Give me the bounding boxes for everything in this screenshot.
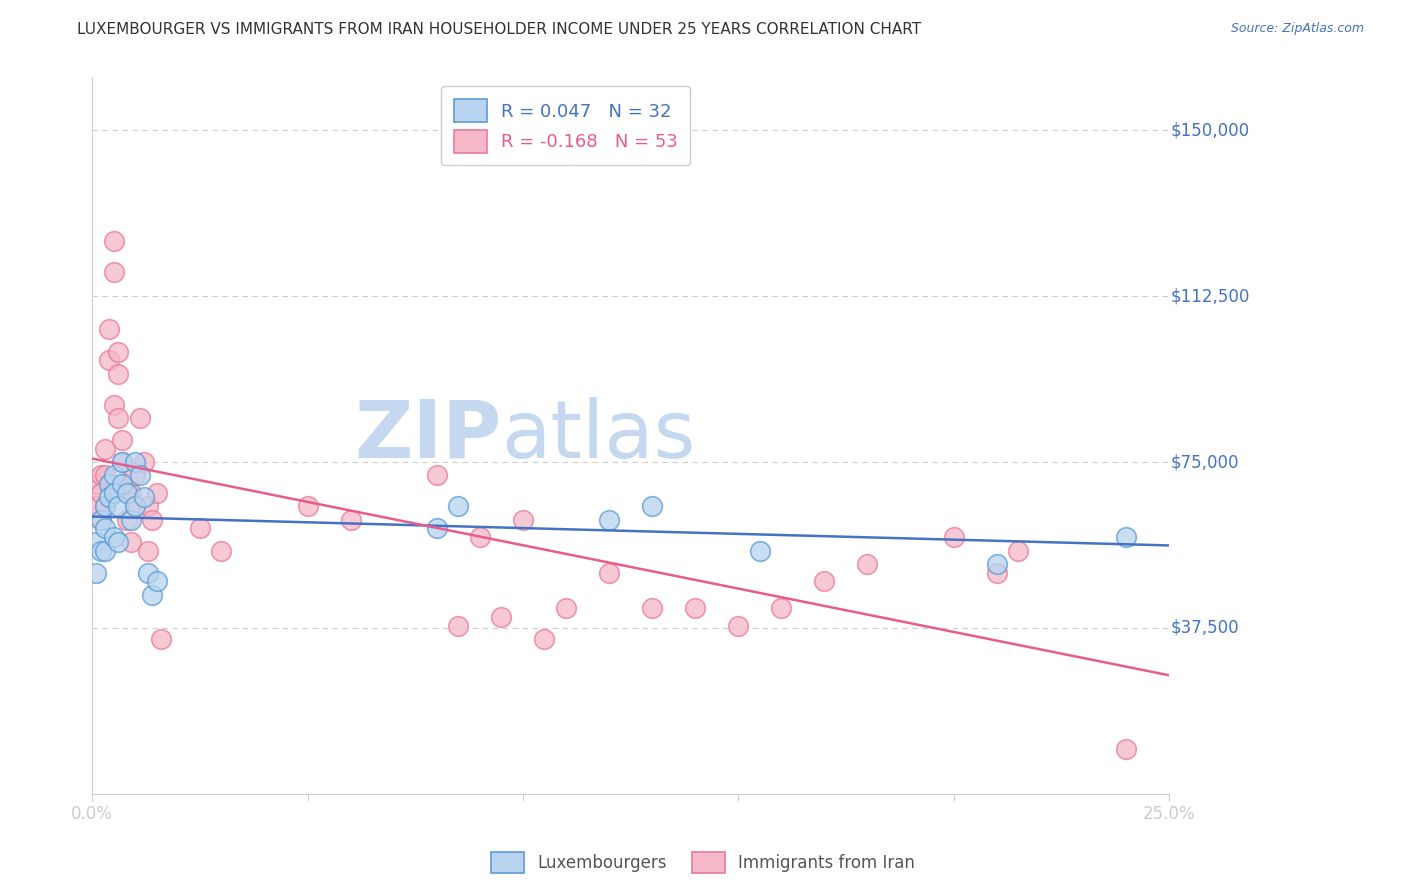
Point <box>297 500 319 514</box>
Point <box>136 566 159 580</box>
Point <box>103 486 125 500</box>
Point <box>856 557 879 571</box>
Point <box>986 566 1008 580</box>
Point <box>146 486 169 500</box>
Point <box>103 530 125 544</box>
Point <box>86 477 108 491</box>
Point <box>103 265 125 279</box>
Legend: Luxembourgers, Immigrants from Iran: Luxembourgers, Immigrants from Iran <box>484 846 922 880</box>
Point <box>468 530 491 544</box>
Point <box>103 468 125 483</box>
Point <box>107 344 129 359</box>
Point <box>107 500 129 514</box>
Point <box>683 601 706 615</box>
Point <box>598 566 620 580</box>
Point <box>209 543 232 558</box>
Point <box>107 367 129 381</box>
Point <box>94 500 117 514</box>
Point <box>90 486 112 500</box>
Point <box>103 234 125 248</box>
Point <box>94 442 117 456</box>
Point <box>120 512 142 526</box>
Text: ZIP: ZIP <box>354 397 502 475</box>
Point <box>727 618 749 632</box>
Point <box>86 566 108 580</box>
Point <box>90 512 112 526</box>
Point <box>120 486 142 500</box>
Text: atlas: atlas <box>502 397 696 475</box>
Point <box>426 521 449 535</box>
Point <box>107 410 129 425</box>
Point <box>986 557 1008 571</box>
Point <box>115 486 138 500</box>
Point <box>115 477 138 491</box>
Text: LUXEMBOURGER VS IMMIGRANTS FROM IRAN HOUSEHOLDER INCOME UNDER 25 YEARS CORRELATI: LUXEMBOURGER VS IMMIGRANTS FROM IRAN HOU… <box>77 22 921 37</box>
Text: $112,500: $112,500 <box>1171 287 1250 305</box>
Point <box>141 512 163 526</box>
Point <box>90 543 112 558</box>
Point <box>120 534 142 549</box>
Point <box>128 468 150 483</box>
Point <box>598 512 620 526</box>
Text: Source: ZipAtlas.com: Source: ZipAtlas.com <box>1230 22 1364 36</box>
Point <box>132 491 155 505</box>
Point <box>107 534 129 549</box>
Text: $75,000: $75,000 <box>1171 453 1240 471</box>
Text: $150,000: $150,000 <box>1171 121 1250 139</box>
Point <box>98 353 121 368</box>
Point <box>132 455 155 469</box>
Point <box>136 500 159 514</box>
Point <box>447 500 470 514</box>
Point <box>748 543 770 558</box>
Point <box>98 477 121 491</box>
Point <box>813 574 835 589</box>
Point <box>491 610 513 624</box>
Point <box>111 477 134 491</box>
Point <box>128 410 150 425</box>
Point <box>426 468 449 483</box>
Point <box>111 433 134 447</box>
Point <box>90 512 112 526</box>
Legend: R = 0.047   N = 32, R = -0.168   N = 53: R = 0.047 N = 32, R = -0.168 N = 53 <box>441 87 690 165</box>
Point <box>103 398 125 412</box>
Point <box>641 601 664 615</box>
Text: $37,500: $37,500 <box>1171 619 1240 637</box>
Point <box>86 534 108 549</box>
Point <box>90 468 112 483</box>
Point <box>98 491 121 505</box>
Point <box>136 543 159 558</box>
Point <box>447 618 470 632</box>
Point <box>98 322 121 336</box>
Point <box>94 468 117 483</box>
Point <box>94 500 117 514</box>
Point <box>146 574 169 589</box>
Point <box>1115 530 1137 544</box>
Point <box>770 601 793 615</box>
Point <box>339 512 361 526</box>
Point <box>111 455 134 469</box>
Point <box>86 500 108 514</box>
Point <box>641 500 664 514</box>
Point <box>1007 543 1029 558</box>
Point <box>124 500 146 514</box>
Point <box>188 521 211 535</box>
Point <box>942 530 965 544</box>
Point <box>124 455 146 469</box>
Point <box>141 588 163 602</box>
Point <box>150 632 173 646</box>
Point <box>124 500 146 514</box>
Point <box>512 512 534 526</box>
Point <box>1115 742 1137 756</box>
Point <box>554 601 576 615</box>
Point <box>94 521 117 535</box>
Point <box>124 468 146 483</box>
Point <box>533 632 555 646</box>
Point <box>111 455 134 469</box>
Point <box>115 512 138 526</box>
Point <box>94 543 117 558</box>
